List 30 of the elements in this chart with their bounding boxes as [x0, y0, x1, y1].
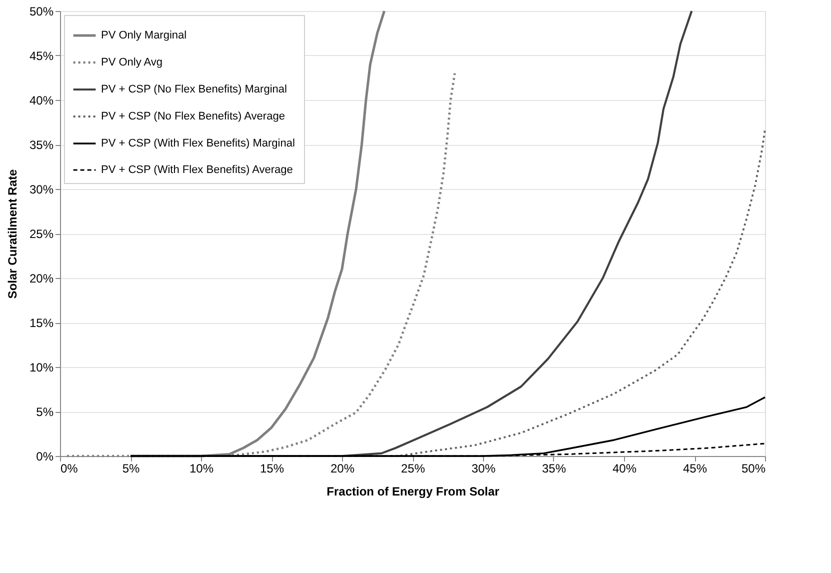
x-tick-label: 15% [260, 462, 284, 476]
x-tick-label: 5% [122, 462, 140, 476]
y-tick-label: 20% [29, 272, 54, 286]
x-tick-label: 45% [682, 462, 708, 476]
legend-label: PV + CSP (With Flex Benefits) Marginal [101, 138, 295, 150]
x-tick-label: 0% [60, 462, 78, 476]
x-tick-label: 25% [400, 462, 426, 476]
y-tick-label: 5% [36, 405, 54, 419]
x-tick-label: 50% [741, 462, 766, 476]
y-tick-label: 0% [36, 450, 54, 464]
y-tick-label: 45% [29, 49, 54, 63]
x-tick-label: 10% [189, 462, 214, 476]
y-tick-label: 35% [29, 138, 54, 152]
y-tick-label: 40% [29, 94, 54, 108]
x-tick-label: 35% [542, 462, 566, 476]
legend-label: PV + CSP (With Flex Benefits) Average [101, 164, 293, 176]
x-tick-label: 20% [330, 462, 355, 476]
x-tick-label: 40% [612, 462, 637, 476]
legend-label: PV Only Marginal [101, 30, 187, 42]
y-axis-title: Solar Curatilment Rate [5, 169, 20, 299]
y-tick-label: 15% [29, 316, 54, 330]
x-tick-label: 30% [471, 462, 496, 476]
legend-label: PV + CSP (No Flex Benefits) Marginal [101, 84, 287, 96]
legend-label: PV Only Avg [101, 56, 163, 68]
x-axis-title: Fraction of Energy From Solar [326, 484, 500, 498]
y-tick-label: 50% [29, 4, 54, 18]
y-tick-label: 10% [29, 360, 54, 374]
y-tick-label: 25% [29, 227, 54, 241]
legend-label: PV + CSP (No Flex Benefits) Average [101, 110, 285, 122]
y-tick-label: 30% [29, 182, 54, 196]
